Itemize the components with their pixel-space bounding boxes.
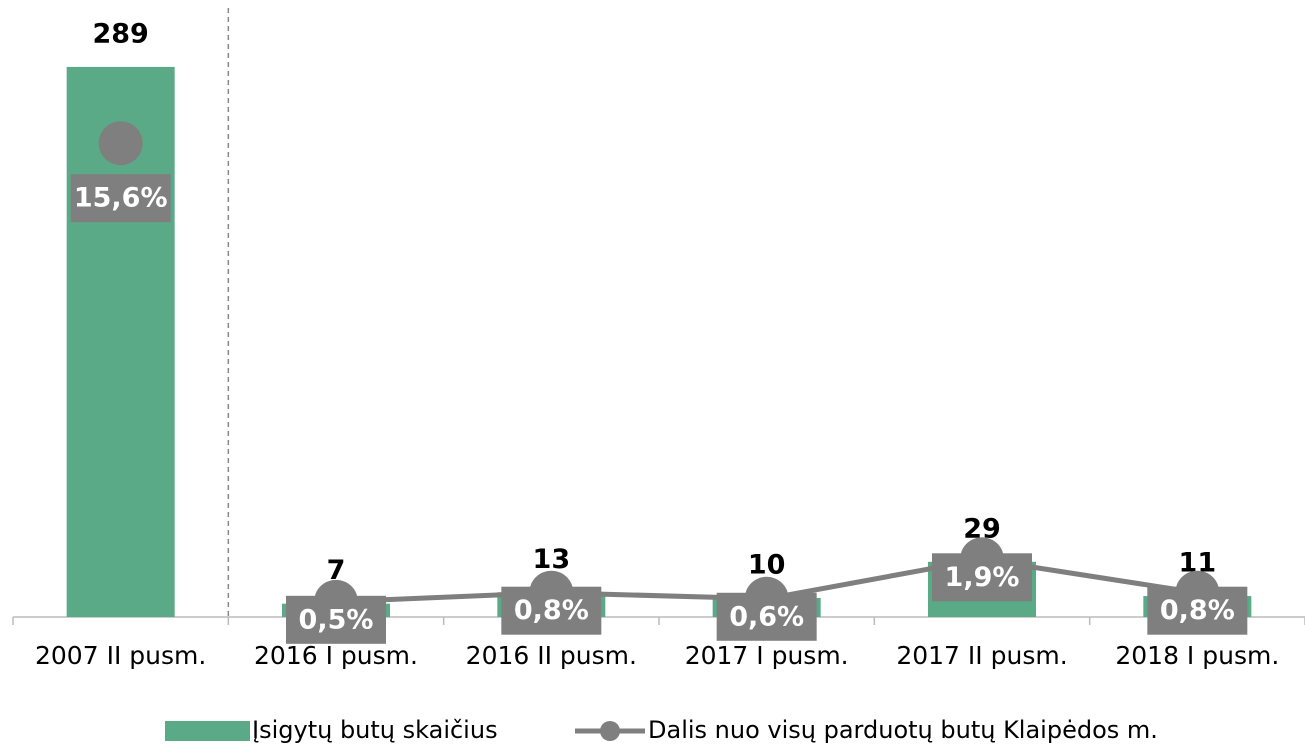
x-tick-label: 2016 II pusm.: [466, 641, 637, 670]
legend-marker: [600, 721, 620, 741]
line-label: 15,6%: [74, 183, 168, 214]
bar-label: 7: [327, 555, 346, 586]
label-box: [716, 592, 817, 641]
line-label: 0,8%: [514, 595, 589, 626]
bar-label: 10: [748, 549, 786, 580]
line-label: 1,9%: [945, 562, 1020, 593]
line-label: 0,5%: [299, 604, 374, 635]
label-box: [1147, 586, 1248, 635]
x-tick-label: 2018 I pusm.: [1115, 641, 1279, 670]
line-marker: [98, 121, 143, 166]
x-tick-label: 2016 I pusm.: [254, 641, 418, 670]
bar-label: 289: [92, 18, 148, 49]
label-box: [70, 174, 171, 223]
line-label: 0,6%: [729, 601, 804, 632]
label-box: [932, 553, 1032, 602]
label-box: [501, 586, 602, 635]
legend-label: Dalis nuo visų parduotų butų Klaipėdos m…: [648, 716, 1158, 744]
bar-label: 13: [533, 544, 571, 575]
x-tick-label: 2017 I pusm.: [685, 641, 849, 670]
legend-swatch: [165, 721, 250, 741]
x-tick-label: 2017 II pusm.: [896, 641, 1067, 670]
x-tick-label: 2007 II pusm.: [35, 641, 206, 670]
line-label: 0,8%: [1160, 595, 1235, 626]
legend-label: Įsigytų butų skaičius: [252, 716, 498, 744]
label-box: [286, 595, 386, 644]
